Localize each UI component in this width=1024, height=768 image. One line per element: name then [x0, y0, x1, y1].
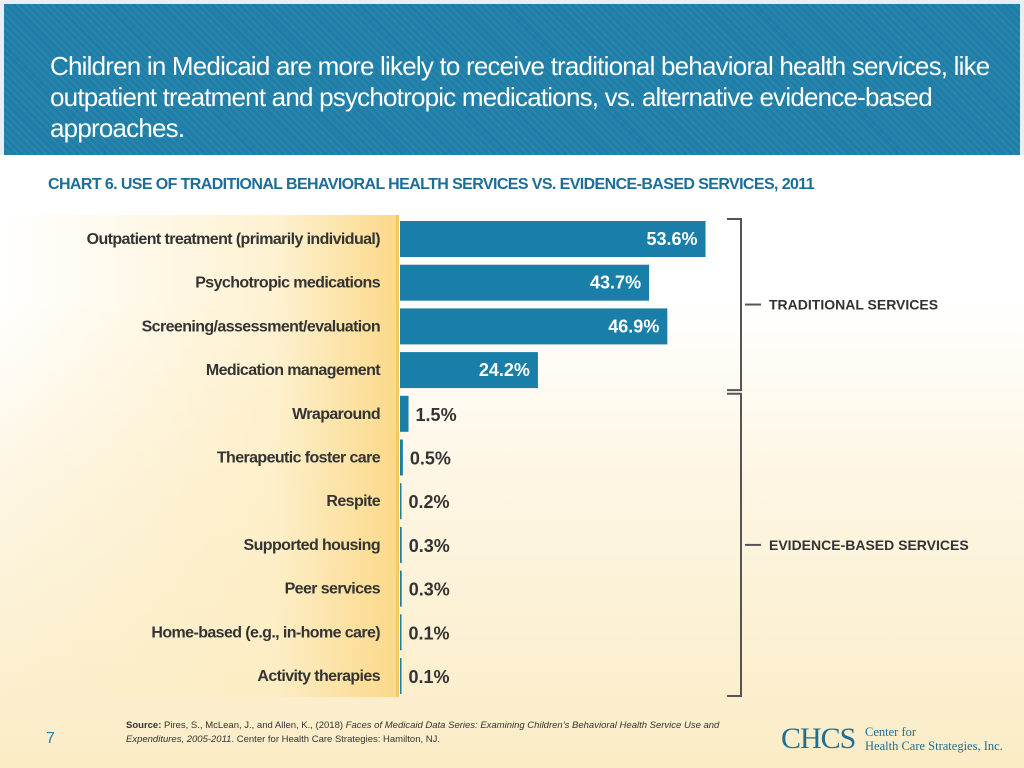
value-label: 43.7%: [590, 273, 641, 293]
category-label: Medication management: [206, 362, 381, 379]
value-label: 1.5%: [416, 405, 457, 425]
category-label: Psychotropic medications: [195, 275, 380, 292]
value-label: 0.5%: [410, 449, 451, 469]
logo-line-1: Center for: [865, 725, 917, 739]
value-label: 0.1%: [409, 667, 450, 687]
category-label: Activity therapies: [257, 668, 380, 685]
chcs-logo: CHCS Center for Health Care Strategies, …: [781, 722, 1011, 758]
source-label: Source:: [126, 720, 162, 731]
bar: [400, 483, 402, 520]
category-label: Respite: [326, 493, 380, 510]
axis-line: [396, 215, 399, 697]
category-label: Wraparound: [292, 406, 380, 423]
source-publisher: . Center for Health Care Strategies: Ham…: [231, 734, 441, 745]
value-label: 0.3%: [409, 580, 450, 600]
bar: [400, 439, 403, 476]
value-label: 53.6%: [646, 229, 697, 249]
category-label: Home-based (e.g., in-home care): [151, 624, 380, 641]
logo-mark: CHCS: [781, 722, 856, 755]
category-label: Supported housing: [244, 537, 380, 554]
category-label: Outpatient treatment (primarily individu…: [87, 231, 381, 248]
category-label: Peer services: [285, 581, 381, 598]
value-label: 46.9%: [608, 316, 659, 336]
header-banner: Children in Medicaid are more likely to …: [0, 0, 1024, 155]
value-label: 24.2%: [479, 360, 530, 380]
group-bracket: [727, 218, 742, 392]
group-label: EVIDENCE-BASED SERVICES: [769, 537, 969, 553]
group-bracket: [727, 392, 742, 697]
value-label: 0.2%: [409, 492, 450, 512]
category-label: Therapeutic foster care: [217, 450, 381, 467]
bar: [400, 264, 650, 301]
bar: [400, 221, 706, 257]
logo-subtitle: Center for Health Care Strategies, Inc.: [865, 725, 1003, 753]
bar: [400, 614, 402, 651]
bar: [400, 570, 402, 607]
bar: [400, 658, 402, 694]
value-label: 0.1%: [409, 623, 450, 643]
bar: [400, 352, 538, 389]
source-title: Faces of Medicaid Data Series: Examining…: [126, 720, 720, 745]
source-citation: Source: Pires, S., McLean, J., and Allen…: [126, 719, 746, 747]
bar: [400, 308, 668, 345]
category-label-panel: [0, 215, 396, 697]
bar: [400, 526, 402, 563]
page-title: Children in Medicaid are more likely to …: [50, 51, 990, 143]
page-number: 7: [46, 730, 55, 747]
chart-title: CHART 6. USE OF TRADITIONAL BEHAVIORAL H…: [48, 176, 815, 193]
logo-line-2: Health Care Strategies, Inc.: [865, 739, 1003, 753]
group-label: TRADITIONAL SERVICES: [769, 297, 938, 313]
value-label: 0.3%: [409, 536, 450, 556]
bar: [400, 395, 409, 432]
category-label: Screening/assessment/evaluation: [142, 318, 380, 335]
source-authors: Pires, S., McLean, J., and Allen, K., (2…: [161, 720, 346, 731]
